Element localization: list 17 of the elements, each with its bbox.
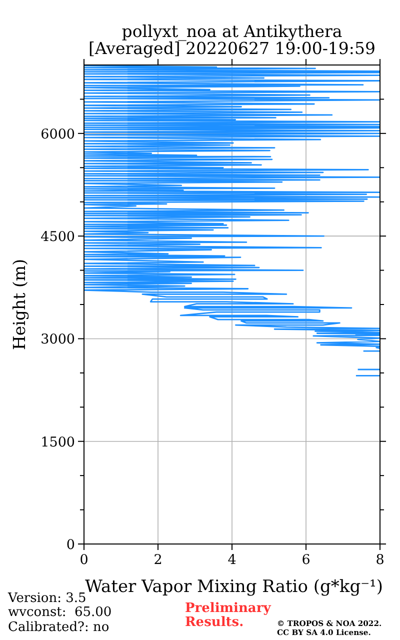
x-tick-label: 2 <box>154 552 162 568</box>
text: Calibrated?: no <box>8 620 110 635</box>
y-tick-label: 1500 <box>40 434 75 450</box>
x-tick-label: 6 <box>302 552 310 568</box>
chart-title: pollyxt_noa at Antikythera [Averaged] 20220627 19:00-19:59 <box>88 22 376 58</box>
text: Version: 3.5 <box>8 591 86 606</box>
y-tick-label: 4500 <box>40 229 75 246</box>
y-axis-title: Height (m) <box>10 258 29 350</box>
text: wvconst: 65.00 <box>8 605 112 620</box>
x-tick-label: 8 <box>376 552 384 568</box>
x-tick-label: 0 <box>80 552 88 568</box>
text: Preliminary Results. <box>185 601 271 630</box>
y-tick-label: 6000 <box>40 126 75 142</box>
x-axis-title: Water Vapor Mixing Ratio (g*kg⁻¹) <box>84 577 384 597</box>
x-tick-label: 4 <box>228 552 236 568</box>
y-tick-label: 3000 <box>40 332 75 348</box>
y-tick-label: 0 <box>66 537 75 553</box>
